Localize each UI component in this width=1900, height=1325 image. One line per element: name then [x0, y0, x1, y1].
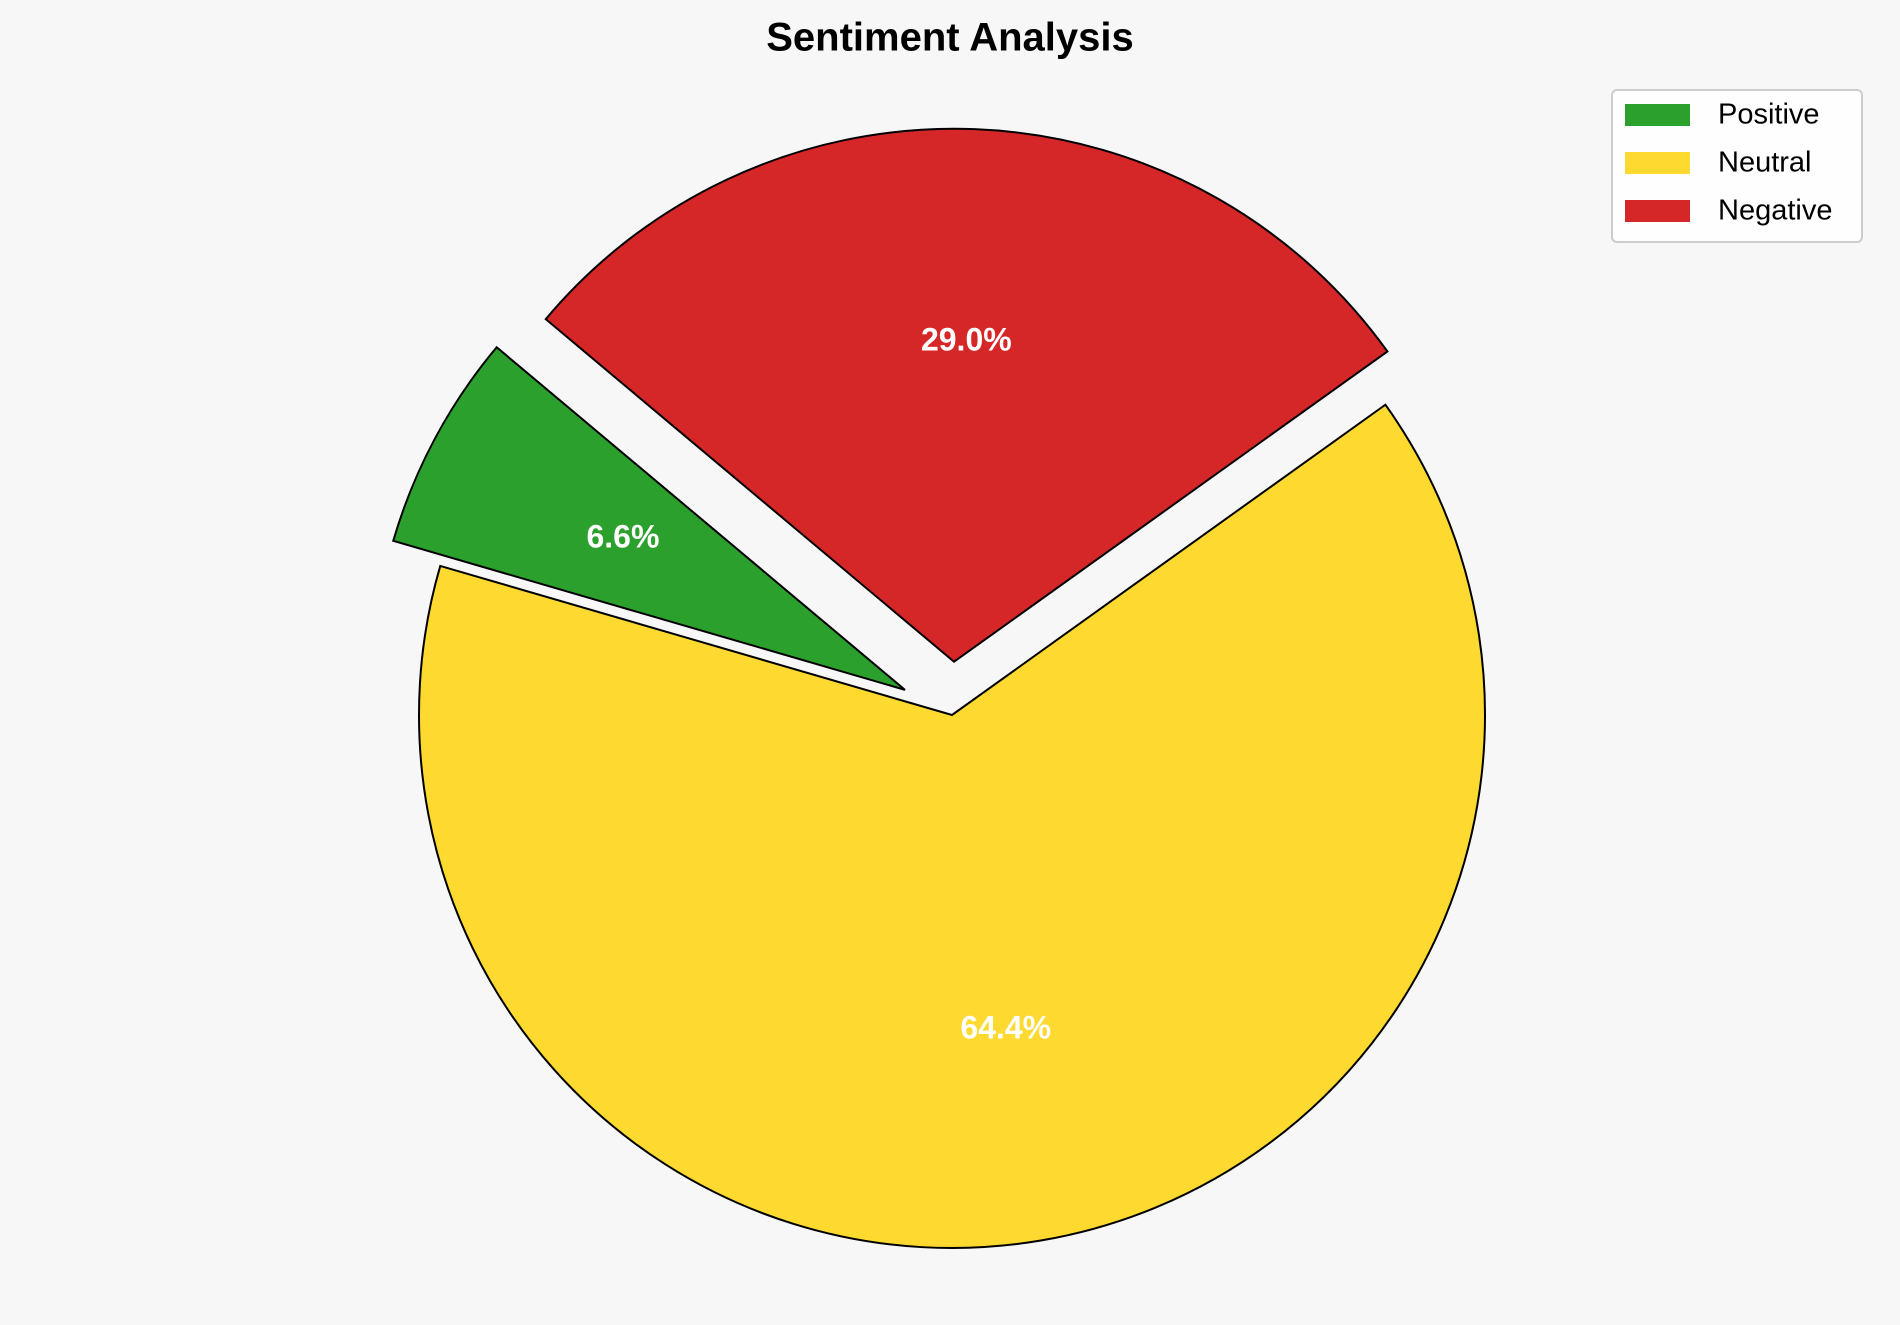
pie-slice: [544, 127, 1389, 664]
legend-label: Positive: [1718, 99, 1820, 131]
pie-slice: [418, 403, 1486, 1249]
legend-label: Negative: [1718, 195, 1832, 227]
legend-swatch: [1625, 152, 1690, 174]
slice-label: 64.4%: [960, 1010, 1051, 1046]
chart-title: Sentiment Analysis: [766, 16, 1134, 60]
legend-swatch: [1625, 200, 1690, 222]
legend: Positive Neutral Negative: [1611, 89, 1863, 243]
legend-label: Neutral: [1718, 147, 1812, 179]
legend-swatch: [1625, 104, 1690, 126]
slice-label: 6.6%: [586, 519, 659, 555]
slice-label: 29.0%: [921, 322, 1012, 358]
pie-slice: [392, 345, 906, 691]
pie: 6.6% 64.4% 29.0%: [392, 127, 1486, 1249]
